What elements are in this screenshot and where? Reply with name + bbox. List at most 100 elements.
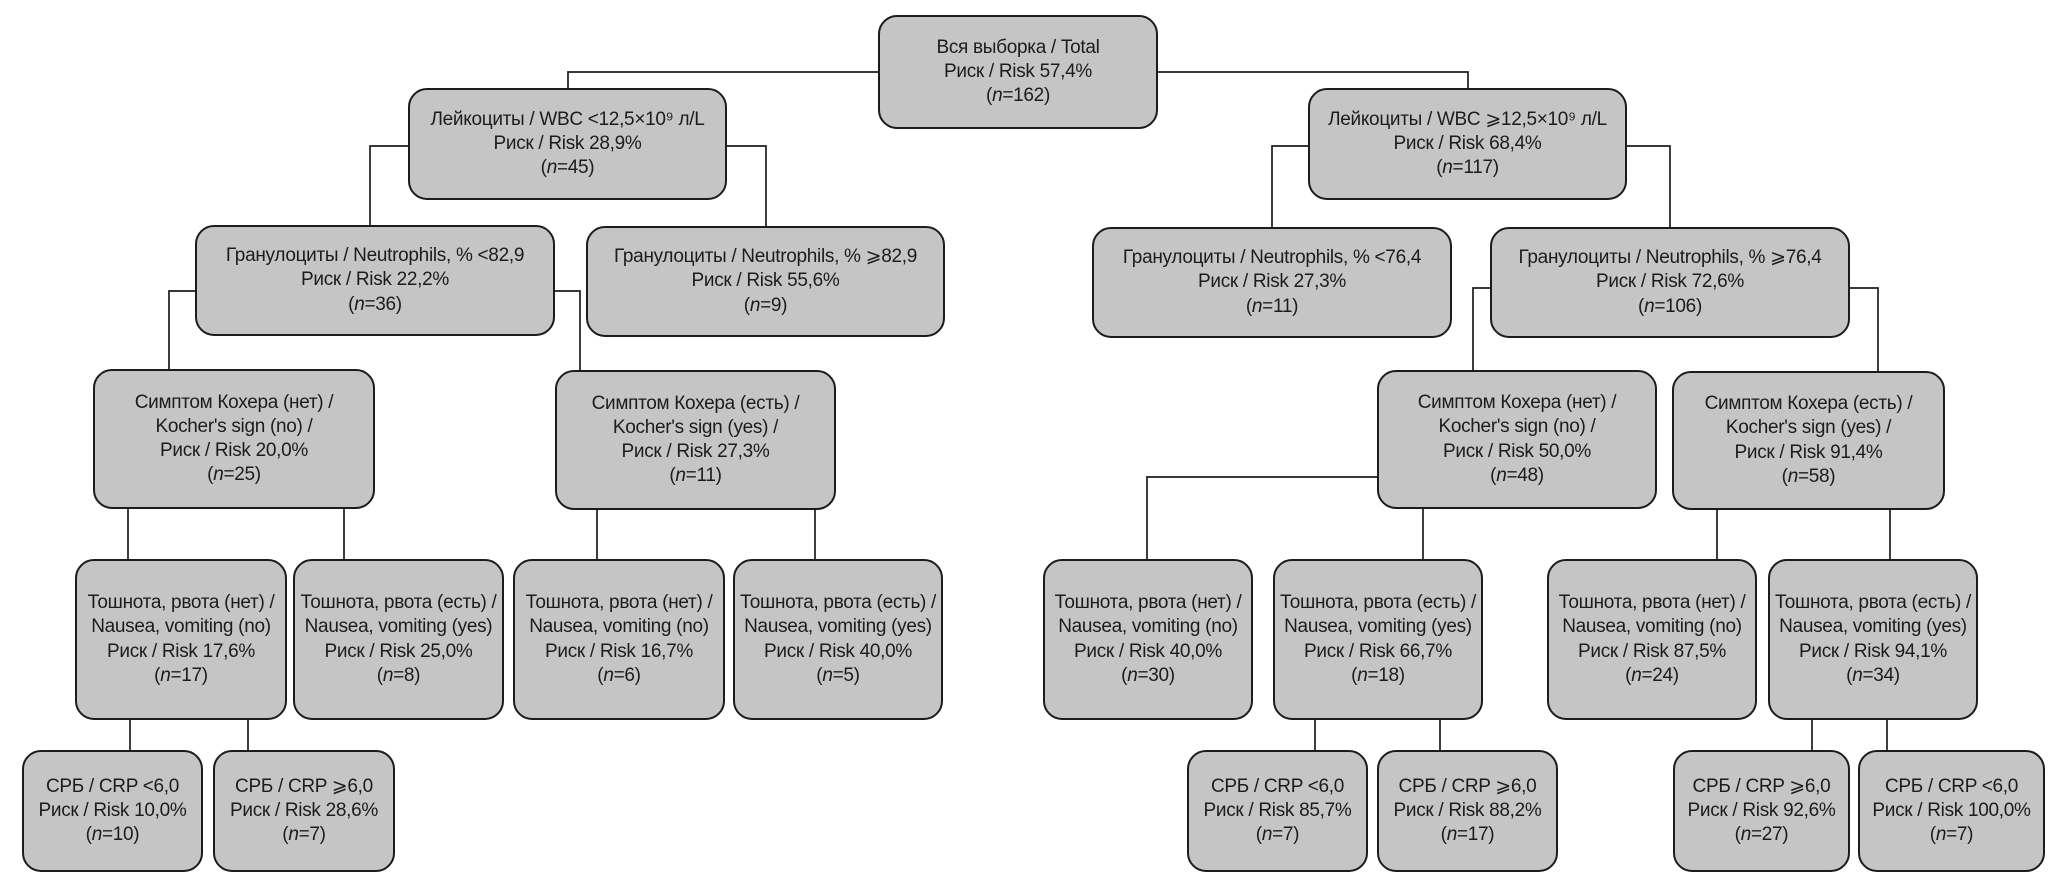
node-text-line: Риск / Risk 25,0%: [324, 640, 473, 662]
tree-node-crp_high_2: СРБ / CRP ⩾6,0 Риск / Risk 88,2% (n=17): [1377, 750, 1558, 872]
tree-node-nau_yes_2: Тошнота, рвота (есть) / Nausea, vomiting …: [733, 559, 943, 720]
tree-edge: [1472, 287, 1490, 370]
node-text-line: (n=11): [669, 465, 722, 487]
node-text-line: СРБ / CRP ⩾6,0: [1398, 775, 1537, 797]
node-text-line: Симптом Кохера (нет) /: [1417, 392, 1617, 414]
node-text-line: (n=36): [348, 293, 402, 315]
node-text-line: Риск / Risk 92,6%: [1687, 799, 1836, 821]
node-text-line: Лейкоциты / WBC <12,5×10⁹ л/L: [430, 108, 705, 130]
tree-node-nau_yes_3: Тошнота, рвота (есть) / Nausea, vomiting …: [1273, 559, 1483, 720]
node-text-line: (n=34): [1846, 664, 1900, 686]
node-text-line: Риск / Risk 28,6%: [230, 799, 378, 821]
node-text-line: Тошнота, рвота (есть) /: [1279, 592, 1477, 614]
node-text-line: Гранулоциты / Neutrophils, % ⩾76,4: [1518, 247, 1822, 269]
node-text-line: Риск / Risk 40,0%: [1074, 640, 1222, 662]
node-text-line: Тошнота, рвота (есть) /: [1774, 592, 1972, 614]
node-text-line: (n=30): [1121, 664, 1175, 686]
node-text-line: Гранулоциты / Neutrophils, % ⩾82,9: [613, 246, 918, 268]
node-text-line: Лейкоциты / WBC ⩾12,5×10⁹ л/L: [1328, 108, 1607, 130]
tree-node-nau_no_3: Тошнота, рвота (нет) / Nausea, vomiting (…: [1043, 559, 1253, 720]
tree-edge: [567, 71, 878, 88]
tree-edge: [369, 145, 408, 225]
node-text-line: СРБ / CRP <6,0: [1210, 775, 1345, 797]
node-text-line: (n=7): [1255, 824, 1300, 846]
node-text-line: СРБ / CRP ⩾6,0: [1692, 775, 1831, 797]
tree-edge: [1627, 145, 1671, 227]
node-text-line: Kocher's sign (no) /: [155, 415, 313, 437]
node-text-line: Риск / Risk 88,2%: [1393, 799, 1542, 821]
node-text-line: Nausea, vomiting (yes): [1779, 616, 1967, 638]
node-text-line: Риск / Risk 22,2%: [301, 269, 449, 291]
node-text-line: (n=45): [540, 157, 595, 179]
node-text-line: Kocher's sign (no) /: [1438, 416, 1596, 438]
node-text-line: Риск / Risk 57,4%: [944, 60, 1092, 82]
node-text-line: Гранулоциты / Neutrophils, % <76,4: [1122, 247, 1422, 269]
node-text-line: Риск / Risk 27,3%: [621, 441, 770, 462]
node-text-line: СРБ / CRP <6,0: [1884, 775, 2019, 797]
node-text-line: Риск / Risk 87,5%: [1578, 640, 1726, 662]
tree-node-nau_no_2: Тошнота, рвота (нет) / Nausea, vomiting (…: [513, 559, 725, 720]
tree-node-koch_no_r: Симптом Кохера (нет) / Kocher's sign (no)…: [1377, 370, 1657, 509]
node-text-line: Вся выборка / Total: [936, 36, 1100, 58]
node-text-line: Тошнота, рвота (нет) /: [1558, 592, 1746, 614]
node-text-line: Тошнота, рвота (есть) /: [739, 592, 937, 614]
node-text-line: Риск / Risk 10,0%: [38, 799, 187, 821]
node-text-line: (n=7): [282, 824, 326, 846]
tree-node-crp_low_2: СРБ / CRP <6,0 Риск / Risk 85,7% (n=7): [1187, 750, 1368, 872]
tree-node-crp_high_3: СРБ / CRP ⩾6,0 Риск / Risk 92,6% (n=27): [1673, 750, 1850, 872]
node-text-line: Nausea, vomiting (no): [91, 616, 271, 638]
node-text-line: Nausea, vomiting (no): [1058, 616, 1238, 638]
node-text-line: (n=48): [1490, 464, 1544, 486]
tree-node-koch_no_l: Симптом Кохера (нет) / Kocher's sign (no)…: [93, 369, 375, 509]
tree-node-wbc_high: Лейкоциты / WBC ⩾12,5×10⁹ л/L Риск / Risk…: [1308, 88, 1627, 200]
node-text-line: Риск / Risk 85,7%: [1203, 799, 1352, 821]
tree-node-crp_low_1: СРБ / CRP <6,0 Риск / Risk 10,0% (n=10): [22, 750, 203, 872]
tree-edge: [1158, 71, 1469, 88]
tree-edge: [555, 290, 581, 370]
tree-node-koch_yes_l: Симптом Кохера (есть) / Kocher's sign (ye…: [555, 370, 836, 510]
tree-edge: [1850, 287, 1879, 371]
node-text-line: Риск / Risk 40,0%: [764, 640, 912, 662]
node-text-line: Риск / Risk 27,3%: [1198, 271, 1346, 293]
node-text-line: Nausea, vomiting (no): [1562, 616, 1742, 638]
tree-edge: [727, 145, 767, 226]
tree-edge: [1271, 145, 1308, 227]
node-text-line: Риск / Risk 91,4%: [1734, 441, 1883, 463]
node-text-line: Риск / Risk 50,0%: [1443, 440, 1591, 462]
node-text-line: Риск / Risk 20,0%: [160, 440, 308, 461]
node-text-line: Тошнота, рвота (есть) /: [300, 592, 497, 614]
node-text-line: Риск / Risk 16,7%: [545, 640, 693, 662]
node-text-line: (n=27): [1734, 824, 1789, 846]
node-text-line: (n=7): [1929, 824, 1974, 846]
node-text-line: Риск / Risk 66,7%: [1304, 640, 1452, 662]
tree-node-nau_no_4: Тошнота, рвота (нет) / Nausea, vomiting (…: [1547, 559, 1757, 720]
node-text-line: (n=18): [1351, 664, 1405, 686]
node-text-line: СРБ / CRP ⩾6,0: [235, 775, 373, 797]
tree-node-neu_l_high: Гранулоциты / Neutrophils, % ⩾82,9 Риск /…: [586, 226, 945, 337]
tree-edge: [1146, 476, 1377, 559]
node-text-line: СРБ / CRP <6,0: [45, 775, 180, 797]
node-text-line: Nausea, vomiting (yes): [304, 616, 493, 638]
tree-node-nau_yes_4: Тошнота, рвота (есть) / Nausea, vomiting …: [1768, 559, 1978, 720]
tree-node-neu_l_low: Гранулоциты / Neutrophils, % <82,9 Риск /…: [195, 225, 555, 336]
node-text-line: Симптом Кохера (есть) /: [591, 392, 800, 414]
tree-node-wbc_low: Лейкоциты / WBC <12,5×10⁹ л/L Риск / Risk…: [408, 88, 727, 200]
node-text-line: Риск / Risk 28,9%: [493, 132, 642, 154]
node-text-line: (n=10): [85, 824, 140, 846]
node-text-line: Риск / Risk 55,6%: [691, 270, 840, 292]
node-text-line: Nausea, vomiting (yes): [1284, 616, 1472, 638]
tree-node-neu_r_low: Гранулоциты / Neutrophils, % <76,4 Риск /…: [1092, 227, 1452, 338]
node-text-line: Nausea, vomiting (yes): [744, 616, 932, 638]
tree-node-root: Вся выборка / Total Риск / Risk 57,4% (n=1…: [878, 15, 1158, 129]
tree-node-crp_high_1: СРБ / CRP ⩾6,0 Риск / Risk 28,6% (n=7): [213, 750, 395, 872]
node-text-line: Риск / Risk 68,4%: [1393, 132, 1542, 154]
node-text-line: Тошнота, рвота (нет) /: [1054, 592, 1242, 614]
node-text-line: (n=25): [207, 464, 261, 486]
node-text-line: Тошнота, рвота (нет) /: [525, 592, 713, 614]
node-text-line: Гранулоциты / Neutrophils, % <82,9: [225, 245, 525, 267]
node-text-line: (n=117): [1436, 157, 1499, 179]
tree-edge: [168, 290, 195, 369]
node-text-line: Симптом Кохера (нет) /: [134, 391, 334, 413]
